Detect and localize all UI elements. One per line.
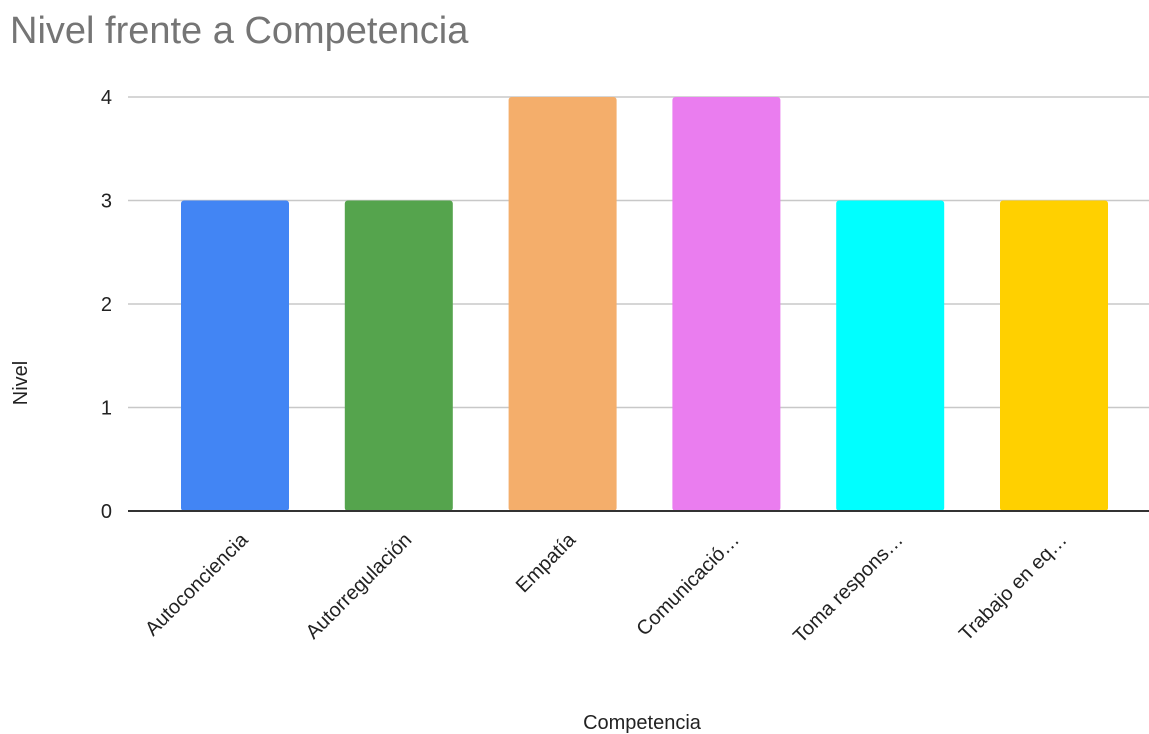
y-tick-label: 1 [101, 398, 112, 420]
bar[interactable] [345, 201, 453, 512]
bar[interactable] [509, 97, 617, 511]
x-tick-labels: Autoconciencia Autorregulación Empatía Comu… [141, 528, 1071, 647]
y-tick-label: 0 [101, 501, 112, 523]
x-tick-label: Trabajo en eq… [955, 529, 1071, 645]
y-tick-label: 4 [101, 87, 112, 109]
x-axis-label: Competencia [583, 712, 702, 734]
bar[interactable] [836, 201, 944, 512]
x-tick-label: Autorregulación [302, 529, 417, 644]
bar[interactable] [181, 201, 289, 512]
x-tick-label: Empatía [512, 528, 581, 597]
y-tick-labels: 0 1 2 3 4 [101, 87, 112, 523]
bar[interactable] [1000, 201, 1108, 512]
bar[interactable] [672, 97, 780, 511]
x-tick-label: Toma respons… [789, 529, 908, 648]
y-tick-label: 2 [101, 294, 112, 316]
x-tick-label: Autoconciencia [141, 528, 253, 640]
y-axis-label: Nivel [10, 361, 32, 405]
y-tick-label: 3 [101, 191, 112, 213]
x-tick-label: Comunicació… [632, 529, 743, 640]
